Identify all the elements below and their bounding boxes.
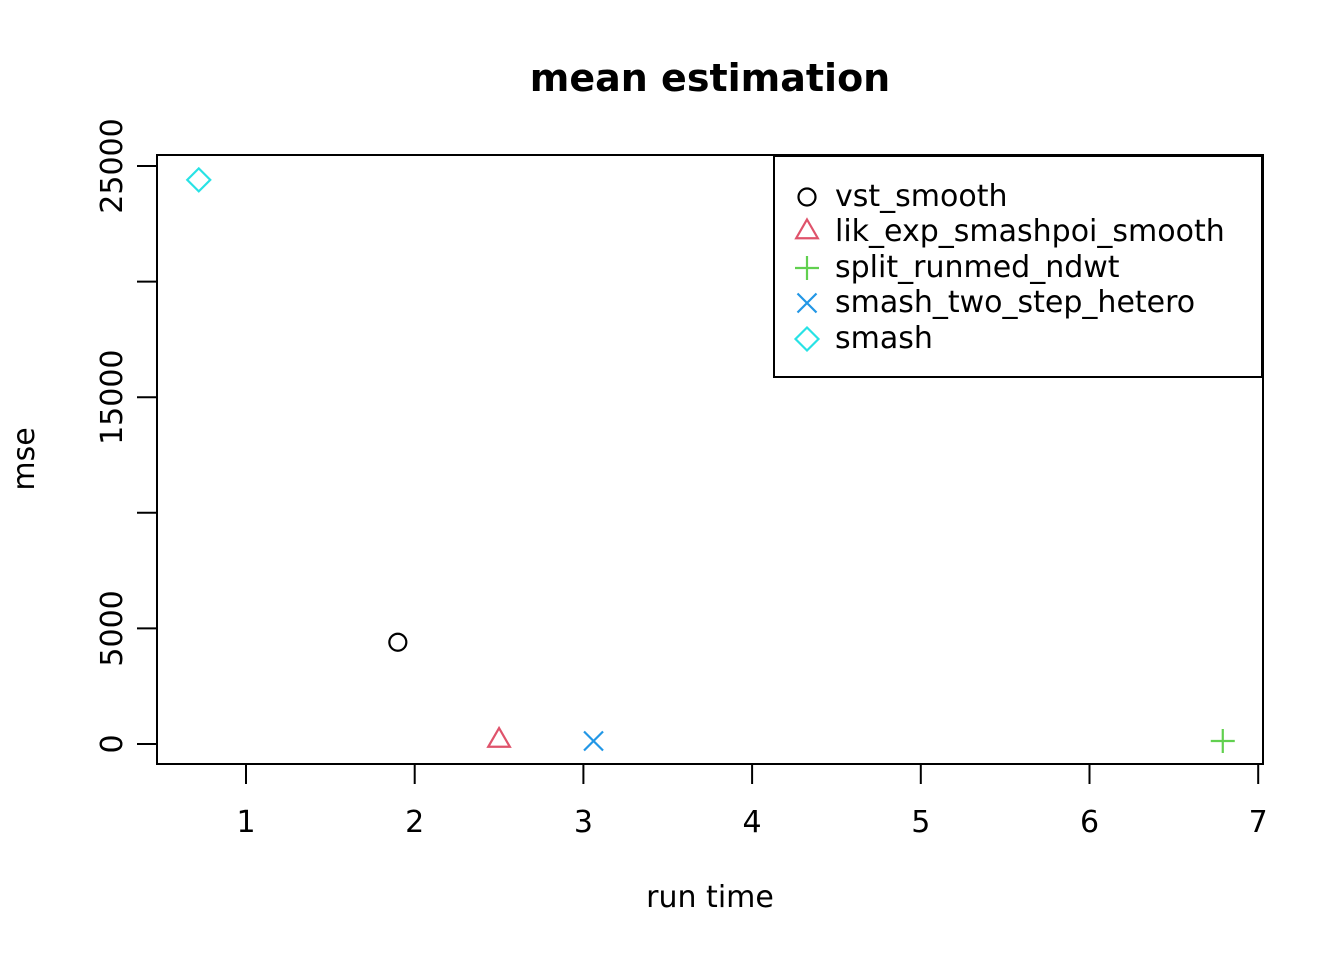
diamond-glyph bbox=[185, 166, 212, 193]
y-tick-label: 25000 bbox=[95, 118, 130, 213]
diamond-glyph bbox=[793, 325, 821, 352]
x-tick-label: 7 bbox=[1249, 805, 1268, 840]
chart-title: mean estimation bbox=[529, 56, 891, 100]
triangle-glyph bbox=[794, 217, 820, 240]
x-glyph bbox=[583, 730, 604, 752]
legend-label: vst_smooth bbox=[835, 178, 1008, 214]
legend-marker-triangle bbox=[794, 217, 820, 240]
legend-marker-x-icon bbox=[796, 292, 818, 314]
legend-marker-circle-icon bbox=[797, 187, 817, 207]
plus-glyph bbox=[795, 255, 819, 280]
data-point-smash_two_step_hetero bbox=[583, 730, 604, 752]
x-tick-label: 2 bbox=[405, 805, 424, 840]
legend-marker-plus bbox=[795, 255, 819, 280]
triangle-glyph bbox=[486, 725, 512, 748]
y-axis-title: mse bbox=[7, 427, 42, 491]
x-tick-label: 4 bbox=[743, 805, 762, 840]
legend-item: smash bbox=[789, 321, 1261, 357]
legend-item: smash_two_step_hetero bbox=[789, 286, 1261, 322]
x-tick-label: 5 bbox=[911, 805, 930, 840]
legend-marker-diamond bbox=[793, 325, 821, 352]
y-tick-label: 0 bbox=[95, 734, 130, 753]
legend-label: smash bbox=[835, 320, 933, 356]
legend-item: lik_exp_smashpoi_smooth bbox=[789, 215, 1261, 251]
y-tick-label: 5000 bbox=[95, 590, 130, 666]
legend-marker-triangle-icon bbox=[794, 217, 820, 240]
data-point-vst_smooth bbox=[388, 632, 408, 652]
x-tick-label: 6 bbox=[1080, 805, 1099, 840]
y-tick-label: 15000 bbox=[95, 349, 130, 444]
x-tick-label: 3 bbox=[574, 805, 593, 840]
data-point-lik_exp_smashpoi_smooth bbox=[486, 725, 512, 748]
legend-label: lik_exp_smashpoi_smooth bbox=[835, 214, 1225, 250]
legend-marker-plus-icon bbox=[795, 255, 819, 280]
legend-marker-x bbox=[796, 292, 818, 314]
legend-box: vst_smooth lik_exp_smashpoi_smooth split… bbox=[773, 155, 1263, 378]
circle-glyph bbox=[797, 187, 817, 207]
circle-glyph bbox=[388, 632, 408, 652]
plot-box bbox=[156, 154, 1264, 765]
legend-item: split_runmed_ndwt bbox=[789, 250, 1261, 286]
data-point-smash bbox=[185, 166, 212, 193]
legend-marker-diamond-icon bbox=[793, 325, 821, 352]
legend-label: split_runmed_ndwt bbox=[835, 249, 1120, 285]
x-tick-label: 1 bbox=[236, 805, 255, 840]
data-point-split_runmed_ndwt bbox=[1210, 728, 1235, 753]
x-glyph bbox=[796, 292, 818, 314]
plus-glyph bbox=[1210, 728, 1235, 753]
legend-label: smash_two_step_hetero bbox=[835, 285, 1196, 321]
legend-marker-circle bbox=[797, 187, 817, 207]
legend-item: vst_smooth bbox=[789, 179, 1261, 215]
x-axis-title: run time bbox=[646, 880, 774, 915]
